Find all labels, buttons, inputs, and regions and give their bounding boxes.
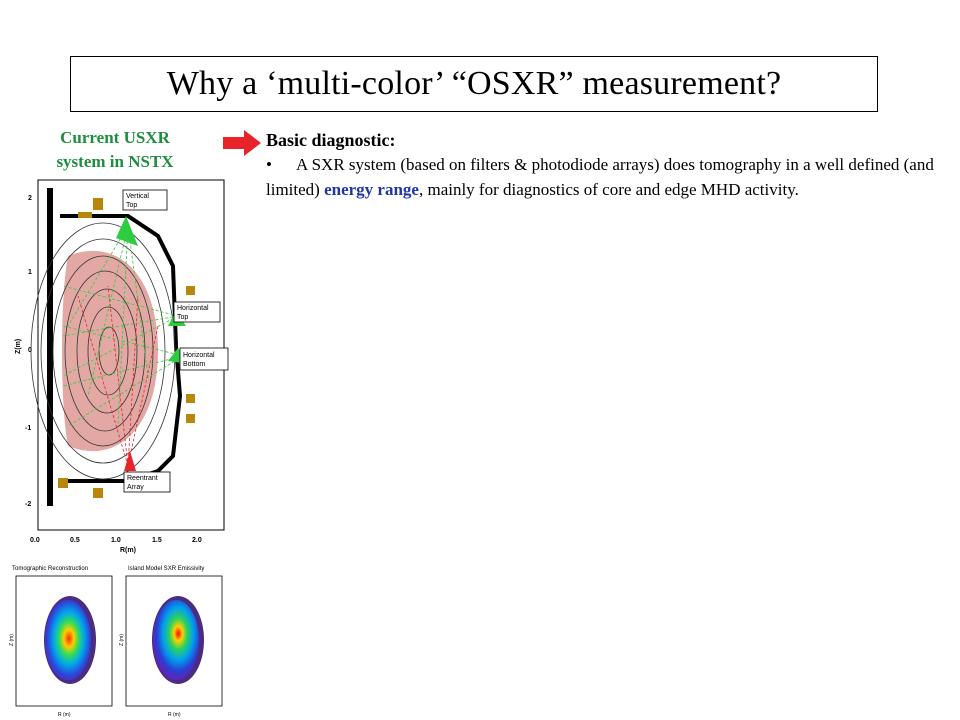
reentrant-label-box [123,471,171,493]
bullet-text-part-2: , mainly for diagnostics of core and edg… [418,180,799,199]
x-tick-label: 0.5 [70,537,80,544]
left-y-label: Z (m) [9,634,15,646]
caption-line-1: Current USXR [60,128,170,147]
right-panel-title: Island Model SXR Emissivity [128,566,204,572]
vertical-top-label-2: Top [126,202,137,209]
y-tick-label: -2 [25,501,31,508]
highlight-energy-range: energy range [324,180,419,199]
slide-title: Why a ‘multi-color’ “OSXR” measurement? [70,56,878,112]
caption-line-2: system in NSTX [56,152,174,171]
horizontal-bottom-label-2: Bottom [183,361,205,368]
text-block: Basic diagnostic: • A SXR system (based o… [266,128,958,202]
z-axis-label: Z(m) [15,339,22,354]
x-tick-label: 2.0 [192,537,202,544]
y-tick-label: 0 [28,347,32,354]
left-x-label: R (m) [58,712,71,718]
reconstruction-figure: Tomographic Reconstruction Island Model … [9,566,223,718]
horizontal-top-label-box [173,301,221,323]
section-heading: Basic diagnostic: [266,130,396,150]
bullet-item: • A SXR system (based on filters & photod… [266,152,958,202]
x-tick-label: 1.0 [111,537,121,544]
horizontal-bottom-label-box [179,347,229,371]
figure-caption: Current USXR system in NSTX [18,126,212,174]
vertical-top-label-1: Vertical [126,193,149,200]
coil-boxes [58,198,195,498]
nstx-cross-section-figure: Vertical Top Horizontal Top Horizontal B… [8,176,230,556]
reentrant-label-1: Reentrant [127,475,158,482]
horizontal-bottom-label-1: Horizontal [183,352,215,359]
bullet-symbol: • [266,155,272,174]
vertical-top-detector [116,216,138,246]
horizontal-top-label-2: Top [177,314,188,321]
left-panel-title: Tomographic Reconstruction [12,566,88,572]
right-emissivity-map [153,600,199,680]
reentrant-detector [124,451,136,471]
red-arrow-icon [223,130,261,156]
left-emissivity-map [45,600,91,680]
y-tick-label: 1 [28,269,32,276]
reentrant-label-2: Array [127,484,144,491]
horizontal-top-label-1: Horizontal [177,305,209,312]
right-x-label: R (m) [168,712,181,718]
x-tick-label: 0.0 [30,537,40,544]
vertical-top-label-box [122,189,168,211]
y-tick-label: -1 [25,425,31,432]
right-y-label: Z (m) [119,634,125,646]
plasma-region [62,250,158,452]
sightlines-red [77,285,159,467]
r-axis-label: R(m) [120,547,136,554]
bullet-text-part-1: A SXR system (based on filters & photodi… [266,155,934,199]
y-tick-label: 2 [28,195,32,202]
x-tick-label: 1.5 [152,537,162,544]
